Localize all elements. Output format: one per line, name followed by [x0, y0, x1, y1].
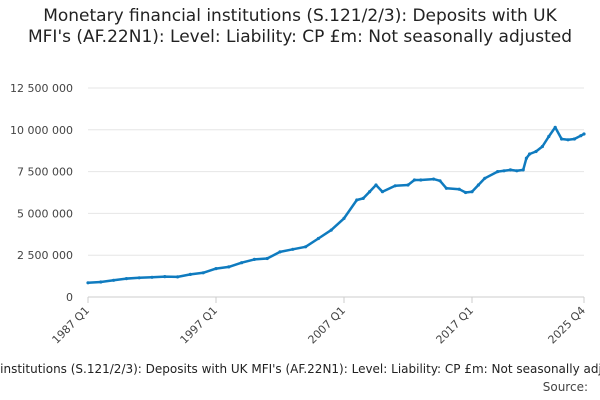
data-point — [483, 176, 487, 180]
data-point — [86, 281, 90, 285]
data-point — [534, 149, 538, 154]
data-point — [502, 169, 506, 173]
data-point — [579, 134, 583, 138]
series-line — [87, 126, 585, 285]
data-point — [476, 183, 480, 187]
y-tick-label: 7 500 000 — [17, 166, 73, 179]
y-tick-label: 2 500 000 — [17, 249, 73, 262]
x-axis: 1987 Q1 1997 Q1 2007 Q1 2017 Q1 2025 Q4 — [50, 296, 589, 347]
data-point — [188, 272, 192, 276]
data-point — [227, 265, 231, 269]
data-point — [240, 261, 244, 265]
data-point — [393, 184, 397, 188]
footer-title: Monetary financial institutions (S.121/2… — [0, 362, 600, 378]
data-point — [278, 250, 282, 254]
data-point — [124, 277, 128, 281]
data-point — [553, 125, 557, 129]
data-point — [368, 190, 372, 194]
data-point — [380, 190, 384, 194]
data-point — [412, 178, 416, 182]
data-point — [176, 275, 180, 279]
x-tick-label: 2025 Q4 — [546, 304, 589, 347]
y-tick-label: 12 500 000 — [10, 82, 73, 95]
data-point — [291, 247, 295, 251]
data-point — [444, 186, 448, 190]
data-point — [582, 132, 586, 136]
data-point — [406, 183, 410, 187]
data-point — [163, 275, 167, 279]
data-point — [342, 216, 346, 220]
x-tick-label: 1987 Q1 — [50, 304, 93, 347]
y-axis: 0 2 500 000 5 000 000 7 500 000 10 000 000 12… — [10, 82, 73, 304]
data-point — [432, 177, 436, 181]
data-point — [524, 156, 529, 160]
series-layer — [86, 125, 586, 285]
data-point — [361, 196, 365, 200]
data-point — [540, 144, 545, 149]
y-tick-label: 0 — [66, 291, 73, 304]
footer-title-text: Monetary financial institutions (S.121/2… — [0, 362, 600, 376]
data-point — [214, 267, 218, 271]
data-point — [438, 179, 442, 183]
data-point — [329, 228, 333, 232]
data-point — [304, 245, 308, 249]
data-point — [355, 198, 359, 202]
data-point — [374, 183, 378, 187]
data-point — [572, 137, 577, 141]
data-point — [528, 152, 532, 156]
data-point — [521, 168, 525, 172]
data-point — [508, 168, 512, 172]
data-point — [457, 187, 461, 191]
x-tick-label: 2017 Q1 — [434, 304, 477, 347]
data-point — [252, 257, 256, 261]
data-point — [566, 138, 570, 142]
x-tick-label: 2007 Q1 — [306, 304, 349, 347]
data-point — [137, 276, 141, 280]
data-point — [560, 137, 564, 141]
data-point — [150, 275, 154, 279]
data-point — [515, 169, 519, 173]
y-tick-label: 10 000 000 — [10, 124, 73, 137]
x-tick-label: 1997 Q1 — [178, 304, 221, 347]
y-tick-label: 5 000 000 — [17, 207, 73, 220]
data-point — [316, 236, 320, 241]
data-point — [265, 256, 269, 261]
data-point — [547, 134, 551, 139]
grid-lines — [88, 87, 584, 256]
data-point — [496, 170, 500, 174]
data-point — [99, 280, 103, 284]
chart-title: Monetary financial institutions (S.121/2… — [27, 6, 573, 47]
data-point — [470, 190, 474, 194]
data-point — [201, 271, 205, 275]
source-label: Source: — [542, 380, 588, 394]
data-point — [112, 278, 116, 282]
data-point — [419, 178, 423, 182]
data-point — [464, 190, 468, 195]
